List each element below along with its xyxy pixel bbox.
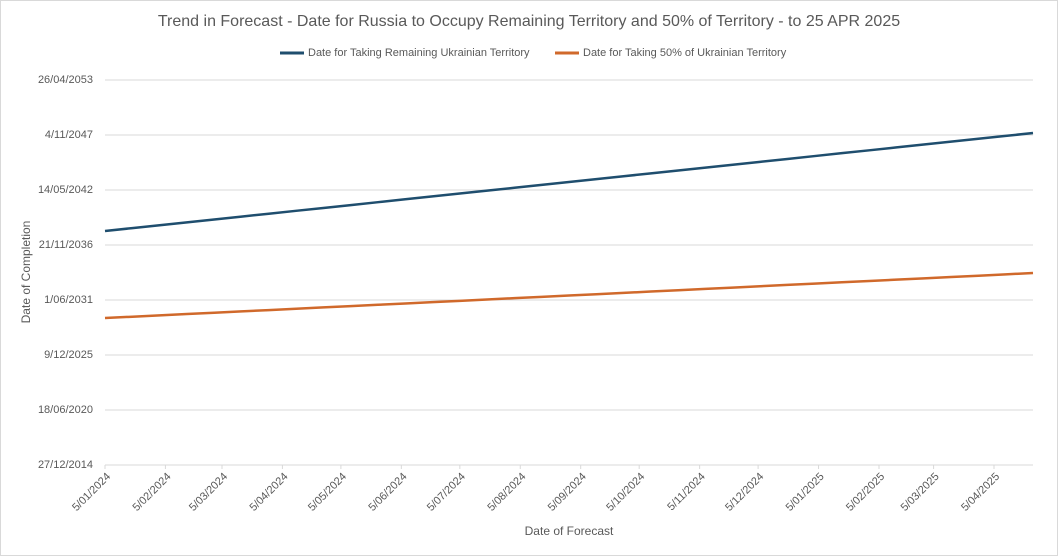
line-series <box>104 271 1034 320</box>
y-tick-label: 14/05/2042 <box>38 184 93 196</box>
chart-title: Trend in Forecast - Date for Russia to O… <box>158 13 900 30</box>
y-tick-label: 4/11/2047 <box>45 129 93 141</box>
y-tick-label: 21/11/2036 <box>39 239 93 251</box>
legend-label: Date for Taking 50% of Ukrainian Territo… <box>583 47 787 59</box>
y-tick-label: 18/06/2020 <box>38 404 93 416</box>
y-tick-label: 26/04/2053 <box>38 74 93 86</box>
x-axis-title: Date of Forecast <box>525 524 614 538</box>
y-tick-label: 9/12/2025 <box>44 349 93 361</box>
line-series <box>104 131 1034 233</box>
y-tick-label: 27/12/2014 <box>38 459 93 471</box>
legend-label: Date for Taking Remaining Ukrainian Terr… <box>308 47 530 59</box>
y-tick-label: 1/06/2031 <box>44 294 93 306</box>
y-axis-title: Date of Completion <box>19 221 33 324</box>
